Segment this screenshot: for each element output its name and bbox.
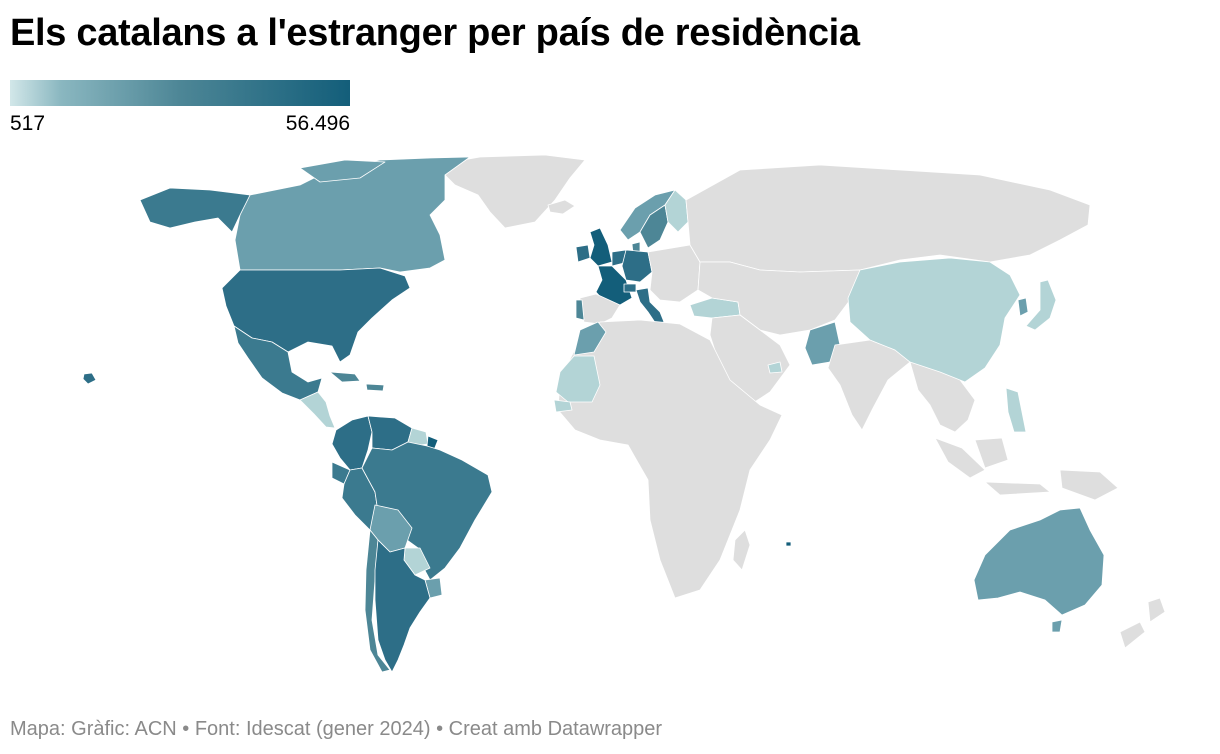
country-portugal[interactable] [575,299,585,321]
country-germany[interactable] [621,249,653,283]
country-indonesia[interactable] [934,437,986,479]
country-senegal[interactable] [553,399,573,413]
map-footer: Mapa: Gràfic: ACN • Font: Idescat (gener… [10,718,663,740]
country-russia[interactable] [685,164,1091,273]
country-switzerland[interactable] [623,283,637,293]
legend-gradient-bar [10,80,350,106]
region-central-america[interactable] [299,391,336,429]
country-hawaii[interactable] [82,372,97,385]
legend-min-label: 517 [10,112,46,135]
country-borneo[interactable] [974,437,1009,469]
country-indonesia-east[interactable] [984,481,1051,496]
country-mauritania[interactable] [555,355,601,403]
country-ireland[interactable] [575,244,591,263]
country-madagascar[interactable] [732,529,751,571]
country-philippines[interactable] [1005,387,1027,433]
country-argentina[interactable] [374,539,431,673]
country-japan[interactable] [1025,279,1057,331]
country-tasmania[interactable] [1051,619,1063,633]
region-africa[interactable] [557,319,783,599]
country-new-zealand-south[interactable] [1119,621,1146,649]
country-canada-islands[interactable] [299,159,386,183]
country-papua[interactable] [1059,469,1119,501]
region-caribbean[interactable] [329,371,361,383]
country-colombia[interactable] [331,415,373,471]
country-iceland[interactable] [547,199,576,215]
country-china[interactable] [847,257,1021,383]
region-eastern-europe[interactable] [647,244,701,303]
country-mauritius[interactable] [785,541,792,547]
country-greenland[interactable] [434,154,586,229]
country-uae[interactable] [767,361,783,374]
country-australia[interactable] [973,507,1105,616]
world-map [82,154,1166,673]
country-korea[interactable] [1017,297,1029,317]
map-title: Els catalans a l'estranger per país de r… [10,12,860,54]
country-morocco[interactable] [573,321,607,356]
country-alaska[interactable] [139,187,251,233]
country-united-kingdom[interactable] [589,227,613,267]
legend-max-label: 56.496 [285,112,350,135]
country-dominican-republic[interactable] [365,383,385,392]
country-new-zealand[interactable] [1147,597,1166,623]
country-mexico[interactable] [233,325,323,401]
color-legend: 517 56.496 [10,80,350,136]
country-india[interactable] [827,339,911,431]
